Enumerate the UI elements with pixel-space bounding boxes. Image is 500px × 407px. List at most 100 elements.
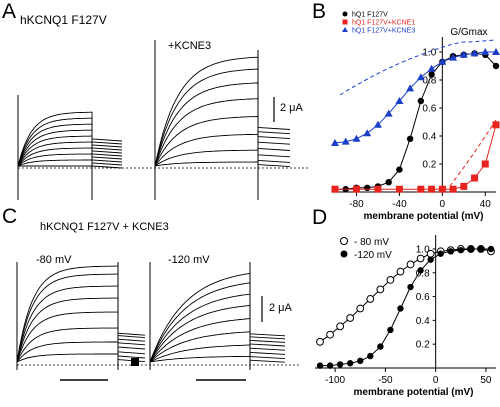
- panel-c-left-trace-6: [16, 285, 146, 363]
- panel-letter-b: B: [312, 0, 327, 23]
- chart-b-y-tick-label-3: 0.4: [422, 132, 436, 143]
- chart-b-x-tick-label-2: 0: [440, 199, 446, 210]
- panel-c-right-trace-4: [149, 318, 286, 363]
- chart-b-series-1-point-10: [481, 160, 489, 168]
- panel-c-right-trace-6: [149, 293, 286, 363]
- chart-b-legend-label-0: hQ1 F127V: [352, 12, 388, 19]
- panel-c-scalebar-label: 2 μA: [269, 302, 292, 314]
- panel-a-left-trace-3: [17, 153, 123, 167]
- chart-b-series-2-point-2: [352, 134, 361, 142]
- chart-d-legend-marker-0: [340, 237, 348, 245]
- panel-letter-a: A: [2, 0, 17, 23]
- chart-d-series-1-point-2: [336, 361, 344, 368]
- chart-b-series-1-point-4: [417, 185, 425, 193]
- chart-b-series-2-point-10: [438, 57, 447, 65]
- chart-d-y-tick-label-3: 0.4: [416, 316, 430, 327]
- chart-b-series-2-point-14: [481, 48, 490, 55]
- chart-b-series-1-point-7: [449, 185, 457, 193]
- chart-b-series-2-point-3: [363, 129, 372, 137]
- chart-b-legend-label-2: hQ1 F127V+KCNE3: [352, 28, 415, 35]
- panel-c-left-trace-7: [16, 273, 146, 363]
- chart-d-y-tick-label-0: 1.0: [416, 244, 430, 255]
- chart-b-series-2-point-13: [470, 49, 479, 57]
- panel-c-left-trace-4: [16, 311, 146, 363]
- panel-a-right-trace-8: [154, 56, 291, 167]
- chart-b-legend-marker-2: [342, 27, 348, 32]
- chart-d-y-tick-label-1: 0.8: [416, 268, 430, 279]
- chart-b-series-2-point-7: [406, 84, 415, 92]
- panel-c-label-right: -120 mV: [168, 254, 210, 266]
- chart-d-series-1-point-7: [387, 326, 394, 334]
- chart-d-series-0-point-5: [366, 295, 375, 303]
- chart-d-series-1-point-17: [487, 245, 495, 253]
- chart-d-legend-label-0: - 80 mV: [354, 237, 389, 248]
- chart-d-series-1-point-16: [477, 245, 485, 253]
- panel-c-right-trace-1: [149, 355, 286, 363]
- panel-a-condition-label: +KCNE3: [168, 40, 212, 52]
- panel-c-right-trace-7: [149, 282, 286, 363]
- panel-c-left-trace-1: [16, 353, 146, 363]
- panel-c-right-trace-2: [149, 344, 286, 363]
- chart-d-series-1-point-11: [427, 256, 434, 263]
- chart-d-x-tick-label-0: -100: [325, 375, 345, 386]
- chart-b-series-0-point-15: [492, 62, 500, 70]
- chart-b-y-tick-label-0: 1.0: [422, 48, 436, 59]
- chart-d-series-1-point-8: [397, 305, 404, 312]
- chart-d-x-tick-label-2: 0: [433, 375, 439, 386]
- chart-d-series-1-point-9: [407, 283, 414, 291]
- chart-b-x-tick-label-0: -80: [349, 199, 364, 210]
- chart-b-series-2-point-11: [449, 53, 458, 61]
- panel-a-right-trace-5: [154, 98, 291, 167]
- chart-d-series-1-point-13: [447, 248, 454, 255]
- chart-b-x-tick-label-3: 40: [480, 199, 492, 210]
- panel-a-right-trace-4: [154, 116, 291, 167]
- panel-c-left-trace-2: [16, 341, 146, 363]
- chart-b-series-0-point-6: [396, 166, 403, 173]
- panel-c-right-trace-8: [149, 272, 286, 363]
- chart-d-series-1-point-3: [346, 360, 354, 367]
- panel-a-right-trace-7: [154, 68, 291, 167]
- chart-b-series-2-point-9: [427, 64, 436, 72]
- panel-a-left-trace-10: [17, 111, 123, 167]
- panel-a-left-trace-8: [17, 123, 123, 167]
- chart-b-legend-marker-1: [342, 19, 348, 25]
- chart-b-kcne1-dashed-extension: [449, 119, 497, 187]
- chart-d-series-0-fit: [319, 248, 492, 343]
- panel-a-left-trace-1: [18, 165, 123, 169]
- chart-d-series-1-point-12: [437, 250, 444, 257]
- panel-a-right-trace-3: [154, 133, 291, 167]
- panel-a-left-trace-9: [17, 117, 123, 167]
- chart-b-series-1-point-8: [460, 182, 468, 190]
- chart-d-series-1-point-10: [417, 267, 424, 274]
- panel-c-right-trace-3: [149, 331, 286, 363]
- chart-d-y-tick-label-4: 0.2: [416, 340, 430, 351]
- chart-d-series-0-point-6: [376, 285, 385, 294]
- chart-b-series-2-point-5: [384, 109, 393, 117]
- chart-d-series-1-point-15: [467, 245, 475, 253]
- panel-letter-d: D: [312, 206, 328, 229]
- chart-b-series-1-point-3: [395, 185, 403, 193]
- chart-d-series-0-point-7: [386, 276, 395, 284]
- chart-b-series-2-point-8: [416, 73, 425, 81]
- chart-b-y-tick-label-2: 0.6: [422, 104, 436, 115]
- chart-d-x-tick-label-3: 50: [480, 375, 492, 386]
- chart-b-x-label: membrane potential (mV): [363, 211, 483, 222]
- chart-d-legend-marker-1: [340, 250, 348, 258]
- panel-c-title: hKCNQ1 F127V + KCNE3: [40, 221, 169, 233]
- chart-b-series-0-point-8: [417, 97, 425, 105]
- chart-d-series-1-point-6: [377, 343, 384, 350]
- panel-a-left-trace-2: [17, 159, 123, 167]
- chart-d-legend-label-1: -120 mV: [354, 250, 392, 261]
- chart-b-series-2-point-15: [492, 48, 500, 55]
- chart-b-series-0-point-5: [385, 179, 392, 186]
- chart-d-series-1-fit: [320, 248, 491, 367]
- chart-b-series-2-point-6: [395, 97, 404, 104]
- chart-b-series-1-point-1: [352, 185, 360, 193]
- panel-c-left-marker: [131, 358, 139, 366]
- chart-d-series-0-point-0: [316, 337, 324, 346]
- chart-b-series-2-fit: [334, 51, 496, 144]
- chart-d-series-0-point-1: [326, 330, 334, 339]
- chart-b-series-2-point-12: [459, 50, 468, 58]
- chart-b-series-1-point-9: [471, 174, 479, 182]
